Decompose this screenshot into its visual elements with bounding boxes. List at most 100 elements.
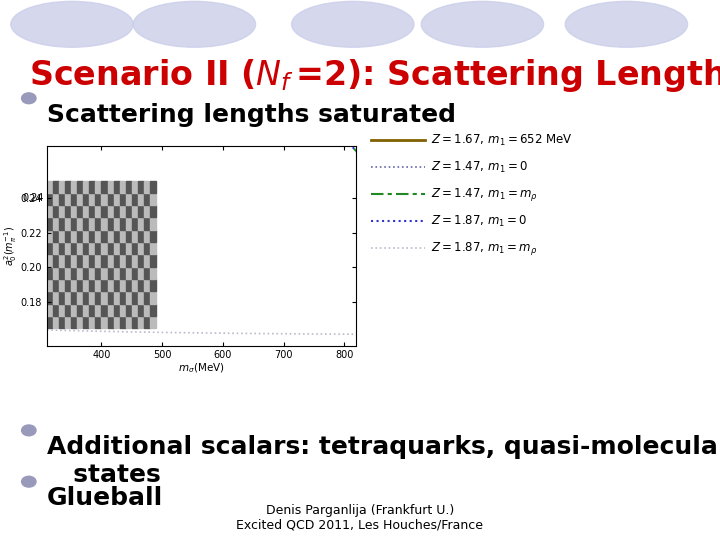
Bar: [102, 230, 107, 242]
Text: Denis Parganlija (Frankfurt U.)
Excited QCD 2011, Les Houches/France: Denis Parganlija (Frankfurt U.) Excited …: [236, 504, 484, 532]
Bar: [120, 267, 126, 279]
Bar: [77, 254, 84, 267]
Bar: [107, 205, 114, 218]
Bar: [144, 242, 150, 254]
Bar: [47, 254, 53, 267]
Bar: [47, 218, 53, 230]
Bar: [144, 279, 150, 291]
Bar: [53, 291, 59, 303]
Bar: [84, 205, 89, 218]
Bar: [114, 242, 120, 254]
Bar: [132, 291, 138, 303]
Bar: [132, 230, 138, 242]
Bar: [47, 279, 53, 291]
Bar: [77, 267, 84, 279]
Bar: [89, 230, 95, 242]
Bar: [138, 180, 144, 193]
Bar: [84, 291, 89, 303]
Bar: [107, 316, 114, 328]
Bar: [59, 230, 65, 242]
Bar: [126, 316, 132, 328]
Bar: [150, 218, 156, 230]
Bar: [53, 279, 59, 291]
Bar: [114, 303, 120, 316]
Bar: [107, 303, 114, 316]
Bar: [65, 180, 71, 193]
Bar: [114, 180, 120, 193]
Bar: [89, 193, 95, 205]
Bar: [126, 230, 132, 242]
Bar: [120, 180, 126, 193]
Bar: [47, 230, 53, 242]
Bar: [53, 205, 59, 218]
Bar: [95, 180, 102, 193]
Bar: [77, 230, 84, 242]
Bar: [126, 205, 132, 218]
Bar: [132, 267, 138, 279]
Bar: [102, 218, 107, 230]
Bar: [95, 193, 102, 205]
Bar: [95, 218, 102, 230]
Bar: [89, 291, 95, 303]
Bar: [144, 316, 150, 328]
Bar: [138, 205, 144, 218]
Bar: [95, 279, 102, 291]
Bar: [150, 254, 156, 267]
Bar: [107, 193, 114, 205]
Bar: [150, 205, 156, 218]
Bar: [47, 291, 53, 303]
Bar: [132, 205, 138, 218]
Text: $Z = 1.47,\, m_1 = 0$: $Z = 1.47,\, m_1 = 0$: [431, 160, 528, 175]
Bar: [144, 180, 150, 193]
Bar: [107, 230, 114, 242]
Bar: [47, 205, 53, 218]
Bar: [65, 267, 71, 279]
Bar: [95, 303, 102, 316]
Bar: [144, 218, 150, 230]
Bar: [53, 180, 59, 193]
Bar: [47, 303, 53, 316]
Bar: [84, 180, 89, 193]
Bar: [59, 205, 65, 218]
Bar: [126, 242, 132, 254]
Bar: [144, 291, 150, 303]
Bar: [102, 279, 107, 291]
Text: $Z = 1.47,\, m_1 = m_\rho$: $Z = 1.47,\, m_1 = m_\rho$: [431, 186, 537, 203]
Bar: [120, 193, 126, 205]
Bar: [102, 193, 107, 205]
Bar: [138, 267, 144, 279]
Bar: [120, 279, 126, 291]
Bar: [84, 267, 89, 279]
Bar: [102, 254, 107, 267]
Bar: [71, 205, 77, 218]
Bar: [126, 291, 132, 303]
Bar: [126, 303, 132, 316]
Bar: [65, 316, 71, 328]
Bar: [102, 291, 107, 303]
Bar: [120, 316, 126, 328]
Bar: [65, 230, 71, 242]
Bar: [59, 180, 65, 193]
Bar: [102, 316, 107, 328]
Bar: [59, 254, 65, 267]
Bar: [65, 218, 71, 230]
Bar: [89, 218, 95, 230]
Bar: [84, 230, 89, 242]
Bar: [107, 254, 114, 267]
Bar: [138, 279, 144, 291]
Bar: [126, 267, 132, 279]
Bar: [47, 267, 53, 279]
Bar: [47, 180, 53, 193]
Bar: [107, 218, 114, 230]
Bar: [114, 254, 120, 267]
Bar: [89, 254, 95, 267]
Bar: [59, 291, 65, 303]
Bar: [132, 193, 138, 205]
Bar: [138, 303, 144, 316]
Bar: [71, 230, 77, 242]
Bar: [132, 242, 138, 254]
Bar: [71, 254, 77, 267]
Bar: [65, 303, 71, 316]
Bar: [89, 180, 95, 193]
Bar: [65, 291, 71, 303]
